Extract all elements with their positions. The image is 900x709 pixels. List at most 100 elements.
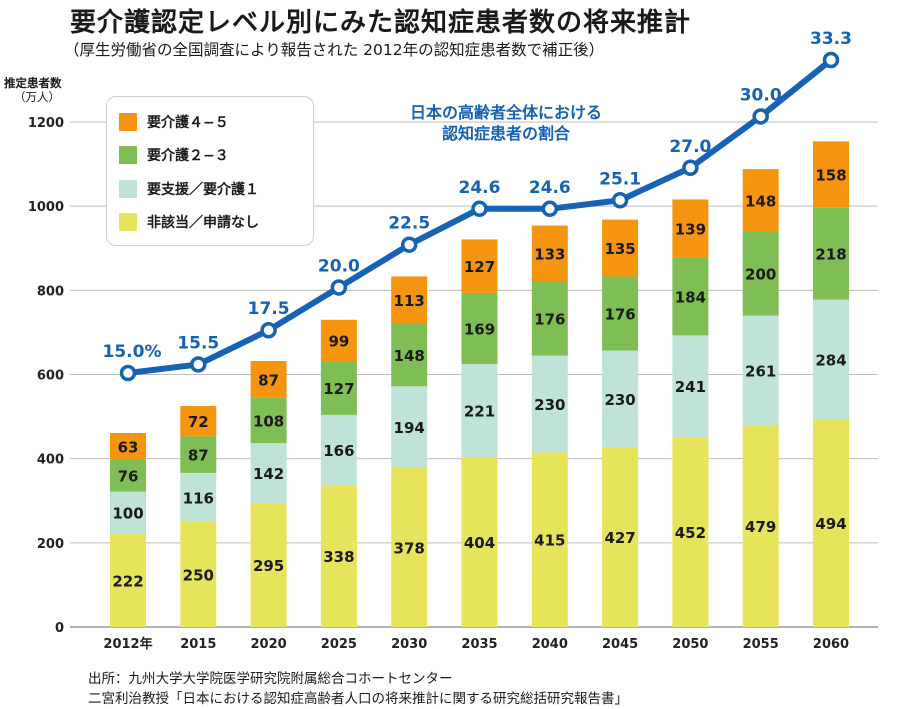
bar-value-label: 158 <box>815 167 846 185</box>
bar-segment <box>391 386 428 468</box>
bar-value-label: 166 <box>323 442 354 460</box>
bar-segment <box>461 292 498 364</box>
bar-segment <box>672 335 709 437</box>
bar-value-label: 261 <box>745 363 776 381</box>
line-point-label: 27.0 <box>669 137 711 157</box>
y-tick-label: 400 <box>37 453 64 468</box>
bar-value-label: 87 <box>188 447 209 465</box>
line-point <box>119 364 137 382</box>
bar-segment <box>180 436 217 473</box>
bar-segment <box>180 406 217 437</box>
bar-segment <box>250 361 287 398</box>
legend-swatch <box>119 112 137 131</box>
bar-segment <box>110 533 146 627</box>
bar-segment <box>742 231 779 316</box>
legend-swatch <box>119 213 137 232</box>
line-point <box>611 192 629 209</box>
bar-segment <box>813 299 849 420</box>
legend: 要介護４−５ 要介護２−３ 要支援／要介護１ 非該当／申請なし <box>106 96 314 246</box>
bar-value-label: 184 <box>675 289 706 307</box>
y-axis-unit: （万人） <box>14 90 60 104</box>
bar-value-label: 99 <box>328 333 349 351</box>
y-axis-label-text: 推定患者数 <box>4 76 62 90</box>
bar-value-label: 221 <box>464 402 495 420</box>
line-point <box>752 108 769 125</box>
line-series-label-line1: 日本の高齢者全体における <box>409 103 602 122</box>
line-point <box>822 51 840 69</box>
bar-value-label: 113 <box>394 292 425 310</box>
bar-value-label: 230 <box>534 396 565 414</box>
line-point-label: 17.5 <box>248 299 290 319</box>
bar-segment <box>672 257 709 336</box>
source-line-2: 二宮利治教授「日本における認知症高齢者人口の将来推計に関する研究総括研究報告書」 <box>88 691 628 707</box>
bar-value-label: 76 <box>118 468 139 486</box>
chart-subtitle: （厚生労働省の全国調査により報告された 2012年の認知症患者数で補正後） <box>64 41 605 59</box>
bar-value-label: 295 <box>253 557 284 575</box>
line-point-label: 24.6 <box>529 178 571 198</box>
line-point <box>260 321 277 339</box>
legend-label: 要支援／要介護１ <box>147 181 259 198</box>
line-point-label: 24.6 <box>459 178 501 198</box>
y-tick-label: 1200 <box>28 116 64 131</box>
y-axis-label: 推定患者数 （万人） <box>4 76 62 104</box>
line-point-label: 25.1 <box>599 169 641 189</box>
bar-value-label: 148 <box>394 347 425 365</box>
x-tick-label: 2040 <box>532 637 568 652</box>
bar-segment <box>320 484 357 627</box>
bar-segment <box>461 239 498 293</box>
bar-segment <box>531 355 568 453</box>
bar-segment <box>742 425 779 627</box>
bar-value-label: 415 <box>534 532 565 550</box>
bar-value-label: 133 <box>534 246 565 264</box>
x-tick-label: 2015 <box>180 637 216 652</box>
bar-segment <box>602 447 639 627</box>
line-series-label: 日本の高齢者全体における 認知症患者の割合 <box>382 102 630 144</box>
x-tick-label: 2025 <box>321 637 357 652</box>
bar-segment <box>461 363 498 457</box>
bar-segment <box>742 169 779 232</box>
line-point-label: 30.0 <box>740 85 782 105</box>
bar-value-label: 108 <box>253 412 284 430</box>
source-line-1: 出所：九州大学大学院医学研究院附属総合コホートセンター <box>88 671 453 687</box>
bar-value-label: 404 <box>464 534 495 552</box>
bar-segment <box>180 472 217 522</box>
bar-segment <box>602 350 639 448</box>
x-tick-label: 2030 <box>391 637 427 652</box>
bar-value-label: 200 <box>745 266 776 284</box>
bar-segment <box>672 436 709 627</box>
chart-title: 要介護認定レベル別にみた認知症患者数の将来推計 <box>70 8 692 38</box>
legend-swatch <box>119 146 137 165</box>
bar-value-label: 241 <box>675 378 706 396</box>
bar-segment <box>250 397 287 444</box>
bar-value-label: 479 <box>745 518 776 536</box>
legend-item: 要介護４−５ <box>119 105 301 139</box>
bar-segment <box>602 219 639 277</box>
bar-value-label: 148 <box>745 192 776 210</box>
bar-value-label: 378 <box>394 539 425 557</box>
legend-item: 要支援／要介護１ <box>119 172 301 206</box>
y-tick-label: 200 <box>37 537 64 552</box>
bar-segment <box>531 281 568 356</box>
line-point <box>541 200 559 218</box>
bar-segment <box>531 225 568 282</box>
legend-label: 要介護２−３ <box>147 148 229 165</box>
line-series-label-line2: 認知症患者の割合 <box>441 124 570 143</box>
legend-item: 非該当／申請なし <box>119 206 301 240</box>
bar-segment <box>110 491 146 534</box>
bar-value-label: 427 <box>604 529 635 547</box>
legend-label: 要介護４−５ <box>147 114 229 131</box>
bar-value-label: 127 <box>323 380 354 398</box>
bar-value-label: 222 <box>112 572 143 590</box>
bar-segment <box>602 276 639 351</box>
bar-segment <box>461 456 498 627</box>
bar-value-label: 452 <box>675 524 706 542</box>
bar-value-label: 338 <box>323 548 354 566</box>
legend-label: 非該当／申請なし <box>147 215 259 232</box>
x-tick-label: 2020 <box>251 637 287 652</box>
bar-value-label: 87 <box>258 371 279 389</box>
x-tick-label: 2045 <box>602 637 638 652</box>
bar-value-label: 142 <box>253 465 284 483</box>
y-tick-label: 0 <box>55 621 64 636</box>
line-point <box>190 356 207 373</box>
bar-segment <box>180 521 217 627</box>
